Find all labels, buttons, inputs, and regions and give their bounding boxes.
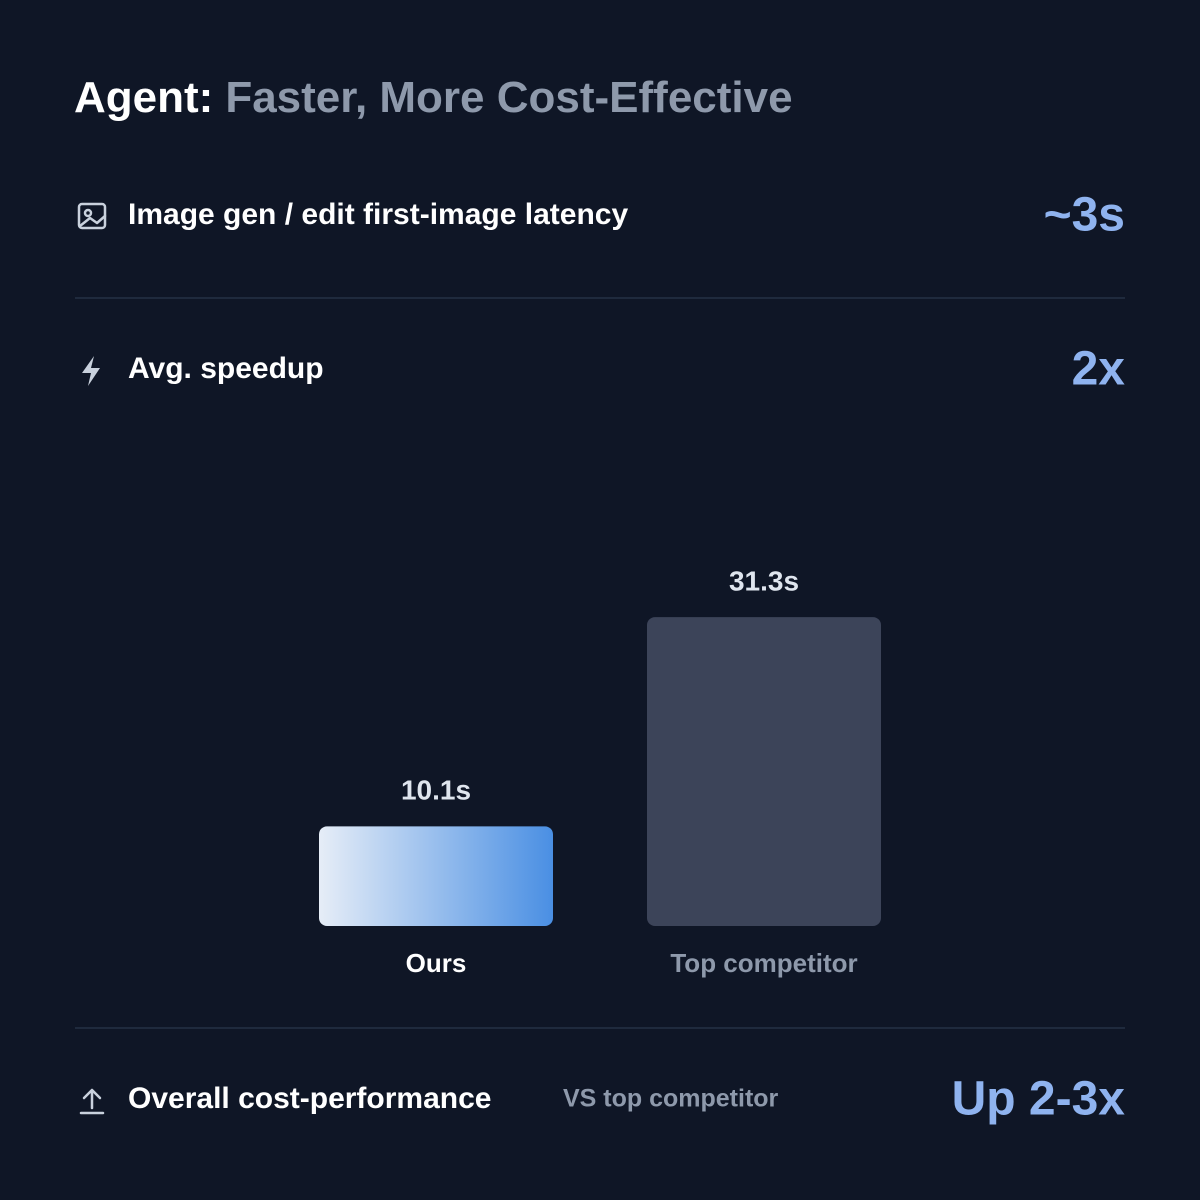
category-label: Top competitor [670,948,857,978]
title: Agent: Faster, More Cost-Effective [74,73,793,122]
title-rest: Faster, More Cost-Effective [225,73,792,122]
bolt-icon [82,356,100,386]
metric-label: Image gen / edit first-image latency [128,198,628,231]
bar-chart: 10.1s Ours 31.3s Top competitor [319,565,881,978]
title-lead: Agent: [74,73,213,122]
metric-label: Avg. speedup [128,352,324,385]
metric-value: ~3s [1044,189,1125,242]
metric-label: Overall cost-performance [128,1082,491,1115]
metric-value: 2x [1072,343,1126,396]
upload-icon [79,1088,105,1115]
metric-value: Up 2-3x [952,1073,1126,1126]
value-label: 10.1s [401,775,471,806]
value-label: 31.3s [729,565,799,596]
image-icon [77,202,107,230]
bar [319,826,553,926]
bar [647,617,881,926]
category-label: Ours [406,948,467,978]
metric-note: VS top competitor [563,1085,779,1113]
